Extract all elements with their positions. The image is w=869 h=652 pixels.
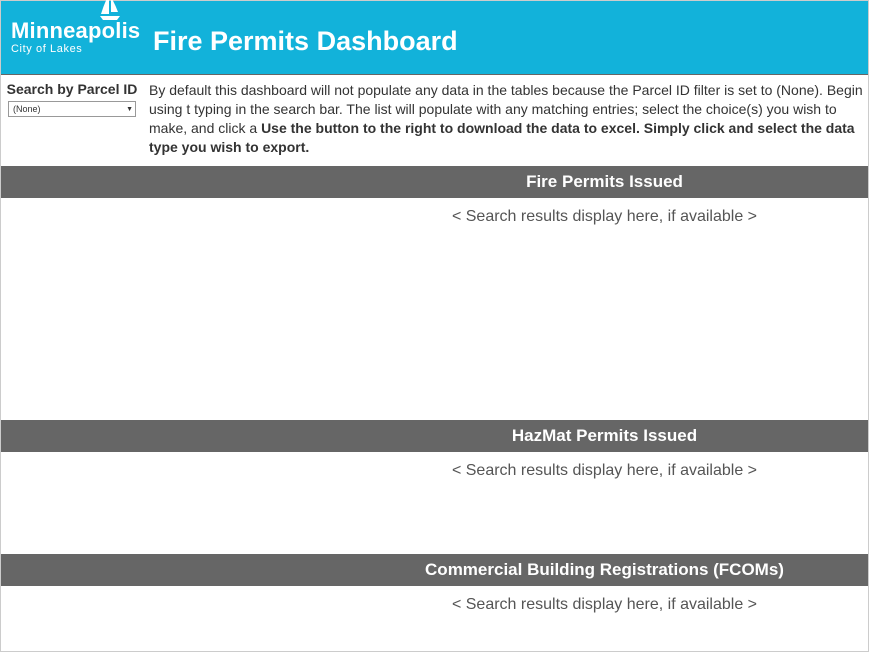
search-panel: Search by Parcel ID (None) ▼ [5, 81, 139, 117]
parcel-id-value: (None) [13, 104, 41, 114]
controls-row: Search by Parcel ID (None) ▼ By default … [1, 75, 868, 166]
section-body-fcom: < Search results display here, if availa… [1, 586, 868, 626]
parcel-id-select[interactable]: (None) ▼ [8, 101, 136, 117]
logo-tagline: City of Lakes [11, 43, 82, 55]
sailboat-icon [99, 0, 121, 22]
chevron-down-icon: ▼ [126, 106, 133, 113]
section-body-fire-permits: < Search results display here, if availa… [1, 198, 868, 420]
section-body-hazmat: < Search results display here, if availa… [1, 452, 868, 554]
placeholder-fcom: < Search results display here, if availa… [1, 586, 868, 624]
section-header-hazmat: HazMat Permits Issued [1, 420, 868, 452]
placeholder-hazmat: < Search results display here, if availa… [1, 452, 868, 490]
city-logo: Minneapolis City of Lakes [11, 20, 139, 55]
dashboard-header: Minneapolis City of Lakes Fire Permits D… [1, 1, 868, 75]
logo-city-name: Minneapolis [11, 20, 140, 42]
page-title: Fire Permits Dashboard [153, 26, 458, 57]
instructions-text: By default this dashboard will not popul… [149, 81, 864, 157]
placeholder-fire-permits: < Search results display here, if availa… [1, 198, 868, 236]
section-header-fire-permits: Fire Permits Issued [1, 166, 868, 198]
search-label: Search by Parcel ID [5, 81, 139, 97]
section-header-fcom: Commercial Building Registrations (FCOMs… [1, 554, 868, 586]
